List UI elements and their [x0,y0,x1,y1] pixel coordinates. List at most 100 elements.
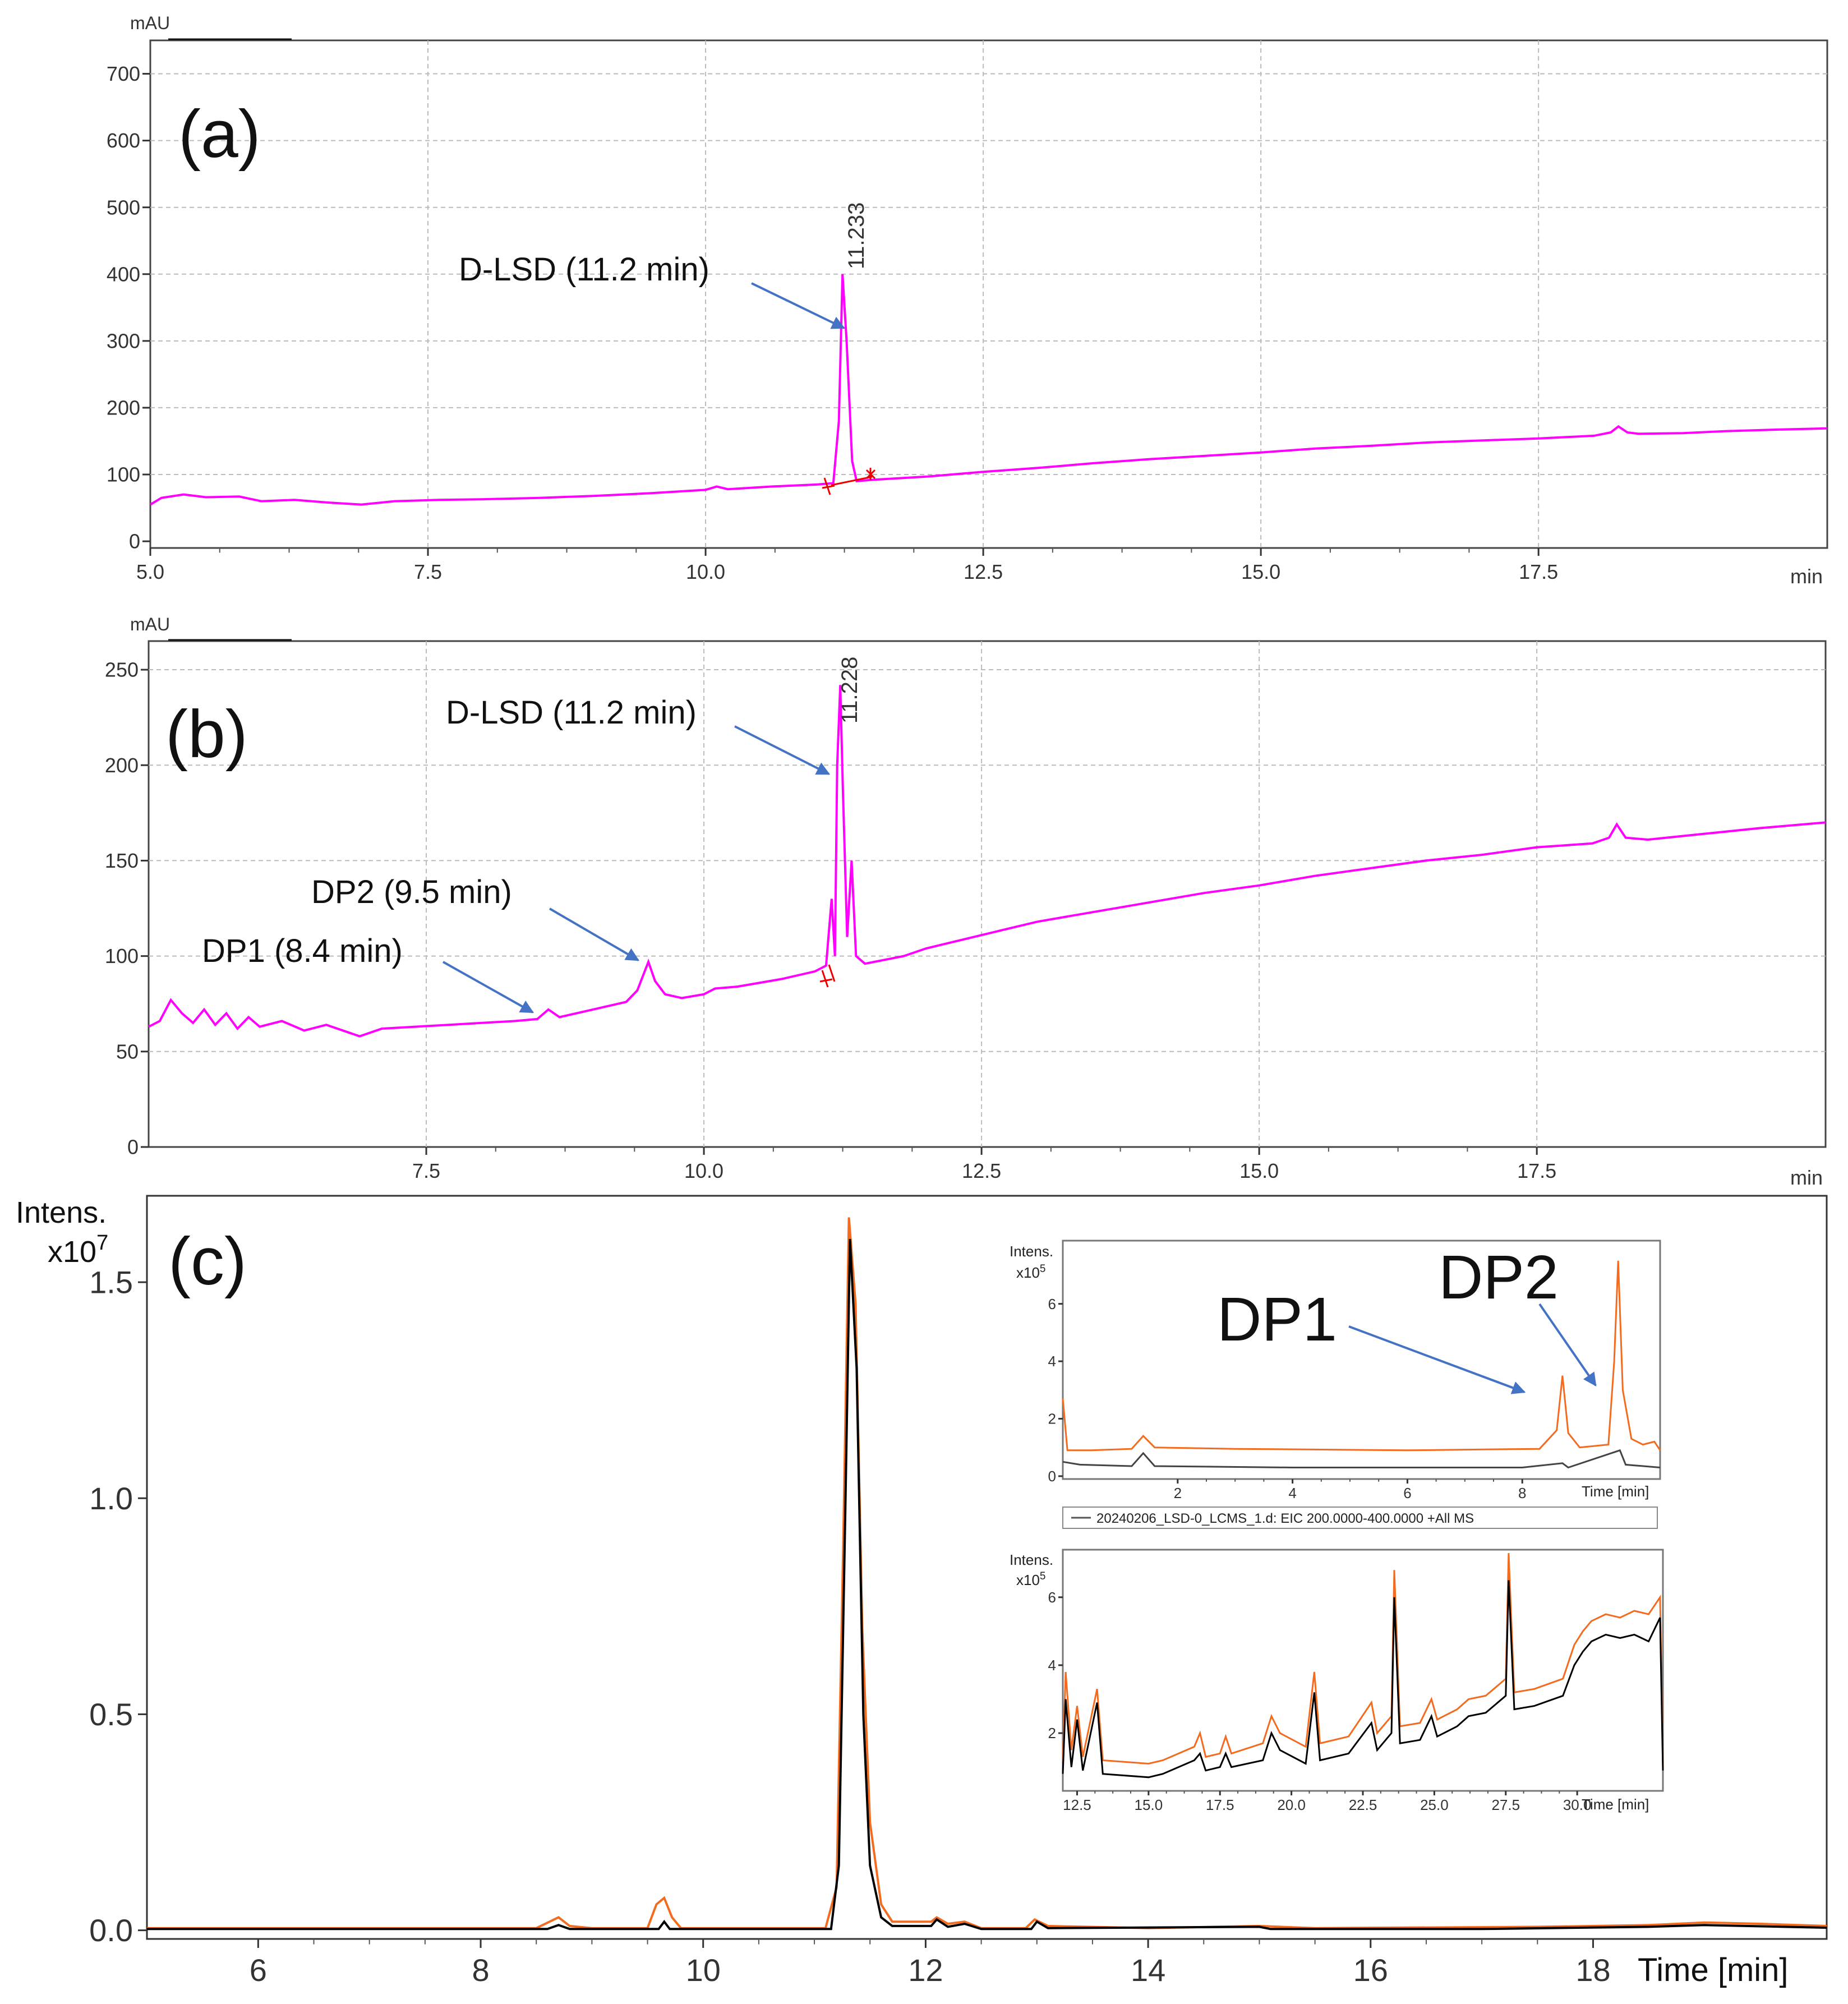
x-tick-label: 7.5 [412,1159,440,1182]
inset-bottom-y-unit: Intens. [1010,1551,1053,1568]
y-tick-label: 6 [1048,1589,1056,1606]
x-tick-label: 7.5 [414,560,442,583]
inset-bottom-frame [1062,1549,1664,1792]
y-tick-label: 150 [105,849,139,872]
y-tick-label: 1.0 [89,1481,133,1516]
y-tick-label: 600 [107,129,140,152]
x-tick-label: 12 [908,1952,943,1988]
inset-top-dp2-arrow [1538,1303,1597,1386]
x-tick-label: 17.5 [1519,560,1558,583]
inset-top-dp1-label: DP1 [1217,1285,1337,1354]
inset-top: 2 4 6 8 0 2 4 6 Intens. x105 Time [min] DP1 DP2 [1010,1240,1661,1501]
inset-bottom-y-multiplier: x105 [1016,1570,1046,1588]
panel-a-integration-marks [822,468,876,495]
inset-bottom-ticks: 12.5 15.0 17.5 20.0 22.5 25.0 27.5 30.0 2 4 6 [1048,1589,1592,1813]
inset-top-frame [1062,1240,1661,1480]
x-tick-label: 15.0 [1239,1159,1279,1182]
y-tick-label: 250 [105,658,139,681]
panel-c-ticks: 6 8 10 12 14 16 18 0.0 0.5 1.0 1.5 [89,1265,1610,1988]
panel-b-dp1-annotation: DP1 (8.4 min) [202,933,403,969]
panel-b-dp1-arrow [443,961,534,1013]
x-tick-label: 15.0 [1241,560,1280,583]
y-tick-label: 2 [1048,1725,1056,1742]
inset-top-x-unit: Time [min] [1582,1483,1649,1500]
panel-b-y-unit: mAU [130,614,170,634]
x-tick-label: 12.5 [1063,1796,1091,1813]
panel-c-y-multiplier-exponent: 7 [96,1231,108,1255]
y-tick-label: 100 [105,945,139,968]
panel-a-y-unit: mAU [130,13,170,33]
inset-top-y-multiplier: x105 [1016,1263,1046,1281]
x-tick-label: 8 [1518,1485,1526,1501]
panel-b-integration-marks [819,964,836,988]
inset-bottom: 12.5 15.0 17.5 20.0 22.5 25.0 27.5 30.0 2 4 6 Inte… [1010,1549,1664,1813]
x-tick-label: 14 [1131,1952,1165,1988]
panel-a-series-line [149,274,1828,506]
y-tick-label: 0.5 [89,1697,133,1732]
inset-bottom-series-orange [1062,1553,1664,1767]
inset-legend-frame [1062,1507,1658,1529]
panel-c-y-multiplier-base: x10 [48,1235,96,1269]
panel-c-y-unit: Intens. [16,1196,107,1229]
inset-legend-text: 20240206_LSD-0_LCMS_1.d: EIC 200.0000-40… [1096,1511,1474,1526]
x-tick-label: 17.5 [1206,1796,1234,1813]
panel-a-grid [150,40,1827,548]
x-tick-label: 27.5 [1491,1796,1520,1813]
panel-a-ticks: 5.0 7.5 10.0 12.5 15.0 17.5 0 100 200 300 400 500 60… [107,62,1558,583]
panel-c-series-black [147,1238,1827,1931]
panel-b-dlsd-annotation: D-LSD (11.2 min) [446,694,697,731]
panel-b-grid [149,641,1826,1147]
y-tick-label: 0.0 [89,1913,133,1948]
inset-bottom-y-multiplier-exponent: 5 [1040,1570,1046,1582]
x-tick-label: 17.5 [1517,1159,1556,1182]
inset-top-dp1-arrow [1348,1325,1526,1394]
x-tick-label: 15.0 [1135,1796,1163,1813]
panel-a-x-unit: min [1790,565,1823,588]
x-tick-label: 22.5 [1349,1796,1377,1813]
panel-c-x-unit: Time [min] [1638,1952,1789,1988]
inset-top-dp2-label: DP2 [1439,1243,1559,1312]
panel-b-dp2-annotation: DP2 (9.5 min) [311,874,512,910]
inset-top-series-black [1062,1449,1661,1469]
y-tick-label: 0 [1048,1468,1056,1485]
panel-b-x-unit: min [1790,1166,1823,1189]
panel-c: 6 8 10 12 14 16 18 0.0 0.5 1.0 1.5 Intens. x107 Ti… [16,1195,1828,1988]
x-tick-label: 8 [472,1952,489,1988]
panel-a-peak-rt: 11.233 [844,202,869,269]
y-tick-label: 200 [105,754,139,777]
y-tick-label: 500 [107,196,140,219]
y-tick-label: 50 [116,1040,139,1063]
x-tick-label: 18 [1575,1952,1610,1988]
panel-b-plot-frame [148,640,1827,1148]
panel-a-label: (a) [178,96,261,172]
y-tick-label: 4 [1048,1657,1056,1674]
x-tick-label: 10.0 [686,560,725,583]
x-tick-label: 12.5 [964,560,1003,583]
x-tick-label: 5.0 [136,560,164,583]
panel-b-dp2-arrow [549,907,640,961]
y-tick-label: 2 [1048,1411,1056,1427]
inset-bottom-x-unit: Time [min] [1582,1796,1649,1813]
y-tick-label: 100 [107,463,140,486]
x-tick-label: 6 [1403,1485,1411,1501]
x-tick-label: 10 [686,1952,721,1988]
panel-b-series-line [148,685,1826,1038]
inset-top-ticks: 2 4 6 8 0 2 4 6 [1048,1296,1527,1501]
inset-bottom-series-black [1062,1580,1664,1779]
panel-b-label: (b) [165,697,248,772]
inset-top-y-multiplier-exponent: 5 [1040,1263,1046,1275]
x-tick-label: 30.0 [1563,1796,1592,1813]
y-tick-label: 4 [1048,1353,1056,1370]
y-tick-label: 0 [127,1136,139,1159]
inset-legend: 20240206_LSD-0_LCMS_1.d: EIC 200.0000-40… [1062,1507,1658,1529]
panel-c-label: (c) [168,1224,247,1299]
panel-b-ticks: 7.5 10.0 12.5 15.0 17.5 0 50 100 150 200 250 [105,658,1556,1182]
y-tick-label: 1.5 [89,1265,133,1300]
panel-a-plot-frame [149,39,1828,549]
panel-b-dlsd-arrow [734,725,831,775]
x-tick-label: 4 [1288,1485,1296,1501]
x-tick-label: 16 [1353,1952,1388,1988]
panel-a: 5.0 7.5 10.0 12.5 15.0 17.5 0 100 200 300 400 500 60… [107,13,1828,588]
x-tick-label: 6 [250,1952,267,1988]
